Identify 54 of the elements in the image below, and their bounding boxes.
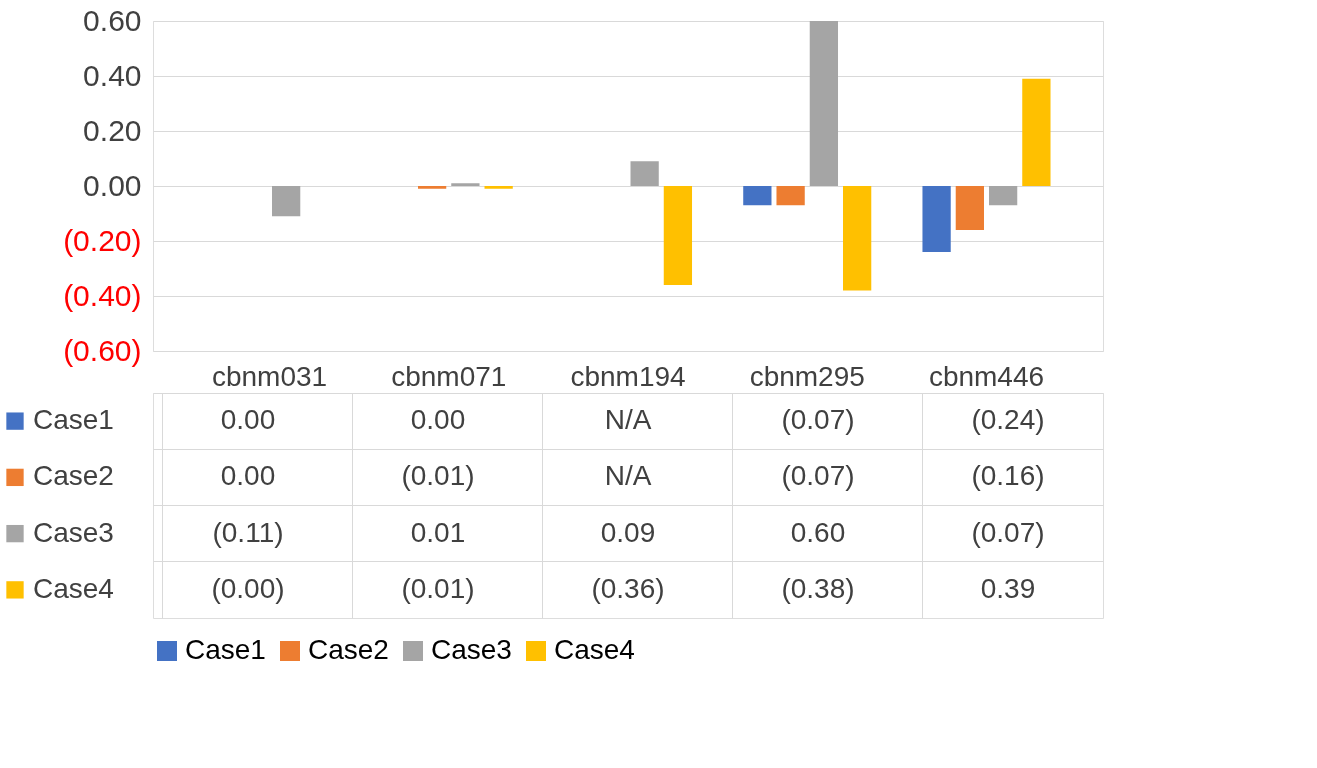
data-label: (0.07): [781, 404, 855, 436]
legend-label: Case2: [33, 460, 114, 492]
text: N/A: [604, 460, 652, 492]
bar: [272, 186, 301, 217]
y-tick-label: 0.20: [83, 113, 142, 147]
x-tick-label: cbnm446: [928, 360, 1045, 392]
data-label: 0.09: [600, 516, 656, 548]
x-tick-label: cbnm194: [570, 360, 686, 392]
text: Case4: [33, 572, 114, 604]
bar: [809, 21, 839, 186]
bar: [484, 186, 513, 189]
x-tick-label: cbnm071: [391, 360, 507, 392]
data-label: (0.36): [591, 572, 665, 604]
bar: [743, 186, 772, 206]
legend-label: Case4: [554, 634, 635, 665]
bar: [922, 186, 951, 252]
bar: [776, 186, 805, 206]
data-label: 0.39: [980, 572, 1036, 604]
bar: [630, 161, 659, 186]
bar: [843, 186, 872, 291]
bar: [955, 186, 984, 230]
x-tick-label: cbnm295: [749, 360, 865, 392]
y-tick-label: 0.40: [83, 58, 142, 92]
legend-label: Case1: [185, 634, 266, 665]
text: Case3: [431, 634, 512, 665]
data-label: (0.38): [781, 572, 855, 604]
bar: [417, 186, 447, 189]
data-label: (0.01): [401, 460, 475, 492]
bar: [988, 186, 1018, 206]
data-label: (0.16): [971, 460, 1045, 492]
bar: [1022, 78, 1051, 186]
text: Case2: [308, 634, 389, 665]
data-label: (0.00): [211, 572, 285, 604]
data-label: (0.24): [971, 404, 1045, 436]
data-label: 0.00: [220, 404, 276, 436]
data-label: (0.07): [781, 460, 855, 492]
text: Case1: [33, 404, 114, 436]
x-tick-label: cbnm031: [211, 360, 328, 392]
y-tick-label: 0.60: [83, 3, 142, 37]
data-label: 0.00: [220, 460, 276, 492]
data-label: 0.01: [410, 516, 466, 548]
data-label: (0.01): [401, 572, 475, 604]
bar: [451, 183, 480, 186]
data-label: 0.60: [790, 516, 846, 548]
y-tick-label: (0.20): [63, 223, 142, 257]
y-tick-label: (0.40): [63, 278, 142, 312]
text: N/A: [604, 404, 652, 436]
data-label: 0.00: [410, 404, 466, 436]
legend-label: Case3: [33, 516, 114, 548]
data-label: (0.07): [971, 516, 1045, 548]
y-tick-label: (0.60): [63, 333, 142, 367]
data-label: (0.11): [212, 516, 284, 548]
bar: [663, 186, 693, 285]
y-tick-label: 0.00: [83, 168, 142, 202]
